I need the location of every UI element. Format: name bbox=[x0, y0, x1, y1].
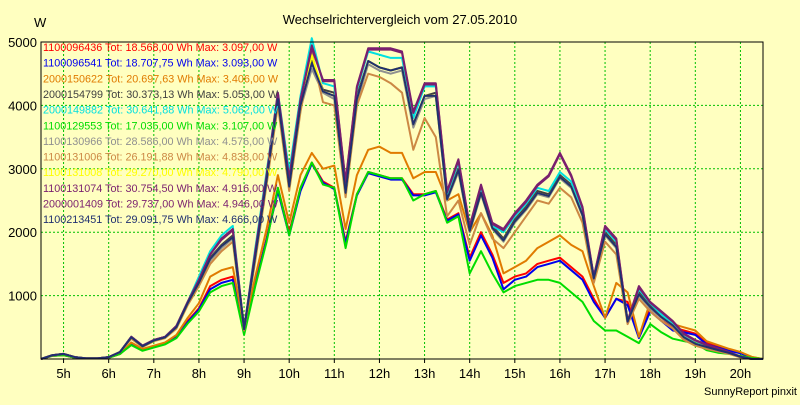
series-line-2000150622 bbox=[40, 145, 764, 360]
x-tick-label: 20h bbox=[730, 366, 752, 381]
series-line-1100129553 bbox=[40, 161, 764, 360]
legend-entry-2000150622: 2000150622 Tot: 20.697,63 Wh Max: 3.406,… bbox=[43, 73, 279, 85]
y-tick-label: 4000 bbox=[8, 98, 37, 113]
x-tick-label: 10h bbox=[278, 366, 300, 381]
plot-frame bbox=[40, 41, 764, 360]
x-tick-label: 15h bbox=[504, 366, 526, 381]
legend-entry-1100131008: 1100131008 Tot: 29.270,00 Wh Max: 4.790,… bbox=[43, 167, 278, 179]
x-tick-label: 6h bbox=[101, 366, 115, 381]
x-tick-label: 19h bbox=[684, 366, 706, 381]
axis-ticks: 1000 2000 3000 4000 5000 5h 6h 7h 8h 9h 10h 11h 12h 1… bbox=[8, 35, 751, 381]
legend-entry-2000149882: 2000149882 Tot: 30.641,88 Wh Max: 5.062,… bbox=[43, 105, 279, 117]
y-tick-label: 5000 bbox=[8, 35, 37, 50]
x-tick-label: 12h bbox=[369, 366, 391, 381]
legend-entry-1100130966: 1100130966 Tot: 28.586,00 Wh Max: 4.576,… bbox=[43, 136, 278, 148]
legend-entry-1100096436: 1100096436 Tot: 18.568,00 Wh Max: 3.097,… bbox=[43, 42, 278, 54]
y-tick-label: 2000 bbox=[8, 225, 37, 240]
series-line-1100213451 bbox=[40, 60, 763, 360]
x-tick-label: 18h bbox=[639, 366, 661, 381]
legend-entry-2000001409: 2000001409 Tot: 29.737,00 Wh Max: 4.946,… bbox=[43, 199, 279, 211]
chart-title: Wechselrichtervergleich vom 27.05.2010 bbox=[283, 12, 518, 27]
grid bbox=[41, 41, 763, 359]
x-tick-label: 16h bbox=[549, 366, 571, 381]
legend-entry-1100129553: 1100129553 Tot: 17.035,00 Wh Max: 3.107,… bbox=[43, 120, 278, 132]
y-tick-label: 3000 bbox=[8, 162, 37, 177]
x-tick-label: 9h bbox=[237, 366, 251, 381]
x-tick-label: 8h bbox=[192, 366, 206, 381]
legend-entry-2000154799: 2000154799 Tot: 30.373,13 Wh Max: 5.053,… bbox=[43, 89, 279, 101]
x-tick-label: 11h bbox=[324, 366, 345, 381]
legend-entry-1100213451: 1100213451 Tot: 29.091,75 Wh Max: 4.666,… bbox=[43, 214, 278, 226]
legend-entry-1100096541: 1100096541 Tot: 18.707,75 Wh Max: 3.093,… bbox=[43, 58, 278, 70]
x-tick-label: 17h bbox=[594, 366, 616, 381]
legend-entry-1100131074: 1100131074 Tot: 30.754,50 Wh Max: 4.916,… bbox=[43, 183, 278, 195]
series-group bbox=[40, 37, 764, 360]
y-tick-label: 1000 bbox=[8, 289, 37, 304]
y-axis-label: W bbox=[34, 15, 47, 30]
legend-entry-1100131006: 1100131006 Tot: 26.191,88 Wh Max: 4.838,… bbox=[43, 152, 278, 164]
x-tick-label: 5h bbox=[56, 366, 70, 381]
x-tick-label: 14h bbox=[459, 366, 481, 381]
legend: 1100096436 Tot: 18.568,00 Wh Max: 3.097,… bbox=[43, 42, 279, 226]
footer-credit: SunnyReport pinxit bbox=[704, 386, 797, 398]
x-tick-label: 7h bbox=[147, 366, 161, 381]
x-tick-label: 13h bbox=[414, 366, 436, 381]
